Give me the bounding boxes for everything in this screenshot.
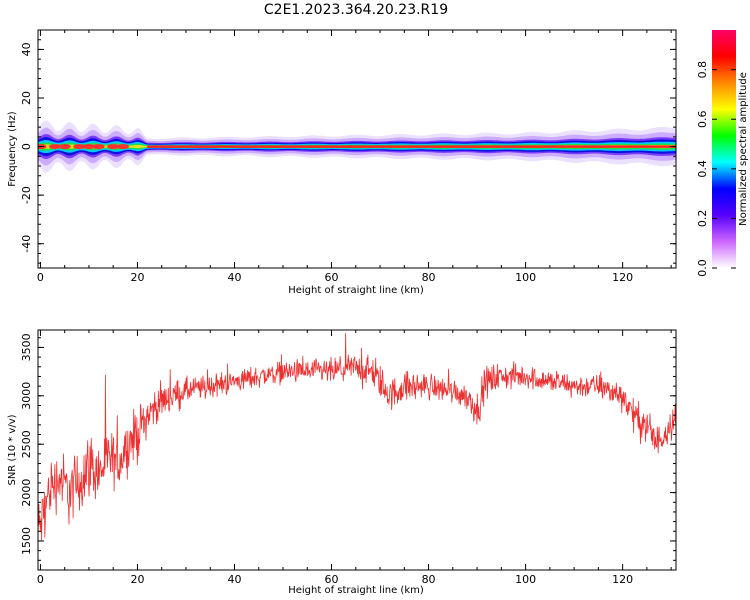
spectrogram-ticks: 0 20 40 60 80 100 120 -40 -20 0 20 40 [20,29,676,284]
spectrogram-peak-blob [73,144,86,150]
spectrogram-peak-blob [116,144,129,150]
snr-x-tick-label: 0 [37,573,44,586]
spectrogram-x-tick-label: 40 [227,271,241,284]
colorbar-tick-label: 0.8 [696,61,709,79]
colorbar-tick-label: 0.2 [696,210,709,228]
colorbar-tick-label: 0.4 [696,160,709,178]
spectrogram-y-tick-label: -20 [20,186,33,204]
snr-x-tick-label: 100 [515,573,536,586]
snr-y-tick-label: 1500 [20,527,33,555]
spectrogram-x-tick-label: 80 [422,271,436,284]
spectrogram-y-tick-label: 20 [20,91,33,105]
snr-x-axis-label: Height of straight line (km) [288,585,424,596]
chart-title: C2E1.2023.364.20.23.R19 [264,2,448,18]
spectrogram-panel: 0 20 40 60 80 100 120 -40 -20 0 20 40 Height of str… [7,29,677,296]
spectrogram-y-axis-label: Frequency (Hz) [7,111,18,187]
spectrogram-peak-blob [92,144,105,150]
snr-x-tick-label: 40 [227,573,241,586]
spectrogram-x-tick-label: 100 [515,271,536,284]
spectrogram-x-tick-label: 60 [325,271,339,284]
colorbar-label: Normalized spectral amplitude [738,72,749,226]
snr-x-tick-label: 60 [325,573,339,586]
snr-x-tick-label: 120 [612,573,633,586]
snr-y-tick-label: 3000 [20,382,33,410]
colorbar-tick-label: 0.6 [696,111,709,129]
spectrogram-peak-blob [58,144,71,150]
spectrogram-x-axis-label: Height of straight line (km) [288,285,424,296]
colorbar-ticks: 0.0 0.2 0.4 0.6 0.8 [696,61,736,277]
snr-panel: 0 20 40 60 80 100 120 1500 2000 2500 3000 3500 Heig… [7,329,677,596]
snr-y-tick-label: 2500 [20,430,33,458]
spectrogram-x-tick-label: 0 [37,271,44,284]
snr-y-axis-label: SNR (10 * v/v) [7,414,18,485]
colorbar: 0.0 0.2 0.4 0.6 0.8 Normalized spectral ampl… [696,30,749,277]
spectrogram-x-tick-label: 20 [130,271,144,284]
colorbar-strip [712,30,736,268]
spectrogram-axes-frame [37,29,677,269]
snr-x-tick-label: 20 [130,573,144,586]
spectrogram-x-tick-label: 120 [612,271,633,284]
spectrogram-band [38,120,676,173]
snr-y-tick-label: 3500 [20,333,33,361]
colorbar-tick-label: 0.0 [696,259,709,277]
spectrogram-peak-blob [48,144,61,150]
spectrogram-y-tick-label: -40 [20,235,33,253]
snr-y-tick-label: 2000 [20,479,33,507]
snr-series-line [38,333,676,541]
snr-axes-frame [37,329,677,571]
spectrogram-y-tick-label: 40 [20,42,33,56]
spectrogram-peak-blob [82,144,95,150]
spectrogram-peak-blob [107,144,120,150]
snr-x-tick-label: 80 [422,573,436,586]
snr-ticks: 0 20 40 60 80 100 120 1500 2000 2500 3000 3500 [20,330,676,586]
spectrogram-y-tick-label: 0 [20,143,33,150]
